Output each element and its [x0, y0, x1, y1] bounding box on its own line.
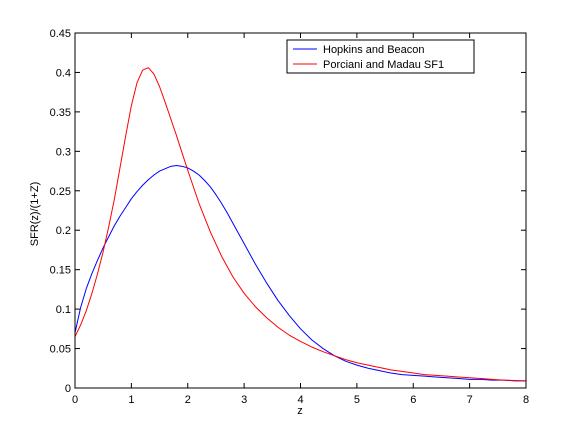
y-tick-label: 0.2: [56, 225, 71, 237]
series-line-1: [74, 165, 526, 382]
y-tick-label: 0: [65, 383, 71, 395]
x-tick-label: 6: [410, 394, 416, 406]
legend-label-2: Porciani and Madau SF1: [323, 59, 444, 71]
y-tick-label: 0.4: [56, 67, 71, 79]
legend: Hopkins and Beacon Porciani and Madau SF1: [286, 39, 475, 74]
x-tick-label: 1: [128, 394, 134, 406]
x-tick-label: 0: [72, 394, 78, 406]
x-axis-label: z: [297, 405, 303, 417]
series-line-2: [74, 67, 527, 382]
y-tick-label: 0.15: [50, 265, 71, 277]
y-tick-label: 0.25: [50, 186, 71, 198]
x-tick-label: 3: [241, 394, 247, 406]
legend-label-1: Hopkins and Beacon: [323, 44, 425, 56]
y-tick-label: 0.3: [56, 146, 71, 158]
y-tick-label: 0.35: [50, 107, 71, 119]
y-tick-label: 0.1: [56, 304, 71, 316]
plot-area: [75, 33, 526, 388]
series-layer: [74, 67, 527, 382]
x-tick-label: 5: [354, 394, 360, 406]
x-tick-label: 2: [185, 394, 191, 406]
y-axis-label: SFR(z)/(1+Z): [29, 182, 41, 246]
x-tick-label: 7: [467, 394, 473, 406]
x-tick-label: 8: [523, 394, 529, 406]
ticks-layer: 0 1 2 3 4 5 6 7 8 0 0.05 0.1 0.15 0.2 0.25 0.3 0.35 0.4 0.…: [50, 28, 529, 406]
y-tick-label: 0.45: [50, 28, 71, 40]
legend-box: [286, 39, 475, 74]
y-tick-label: 0.05: [50, 344, 71, 356]
x-tick-label: 4: [297, 394, 303, 406]
